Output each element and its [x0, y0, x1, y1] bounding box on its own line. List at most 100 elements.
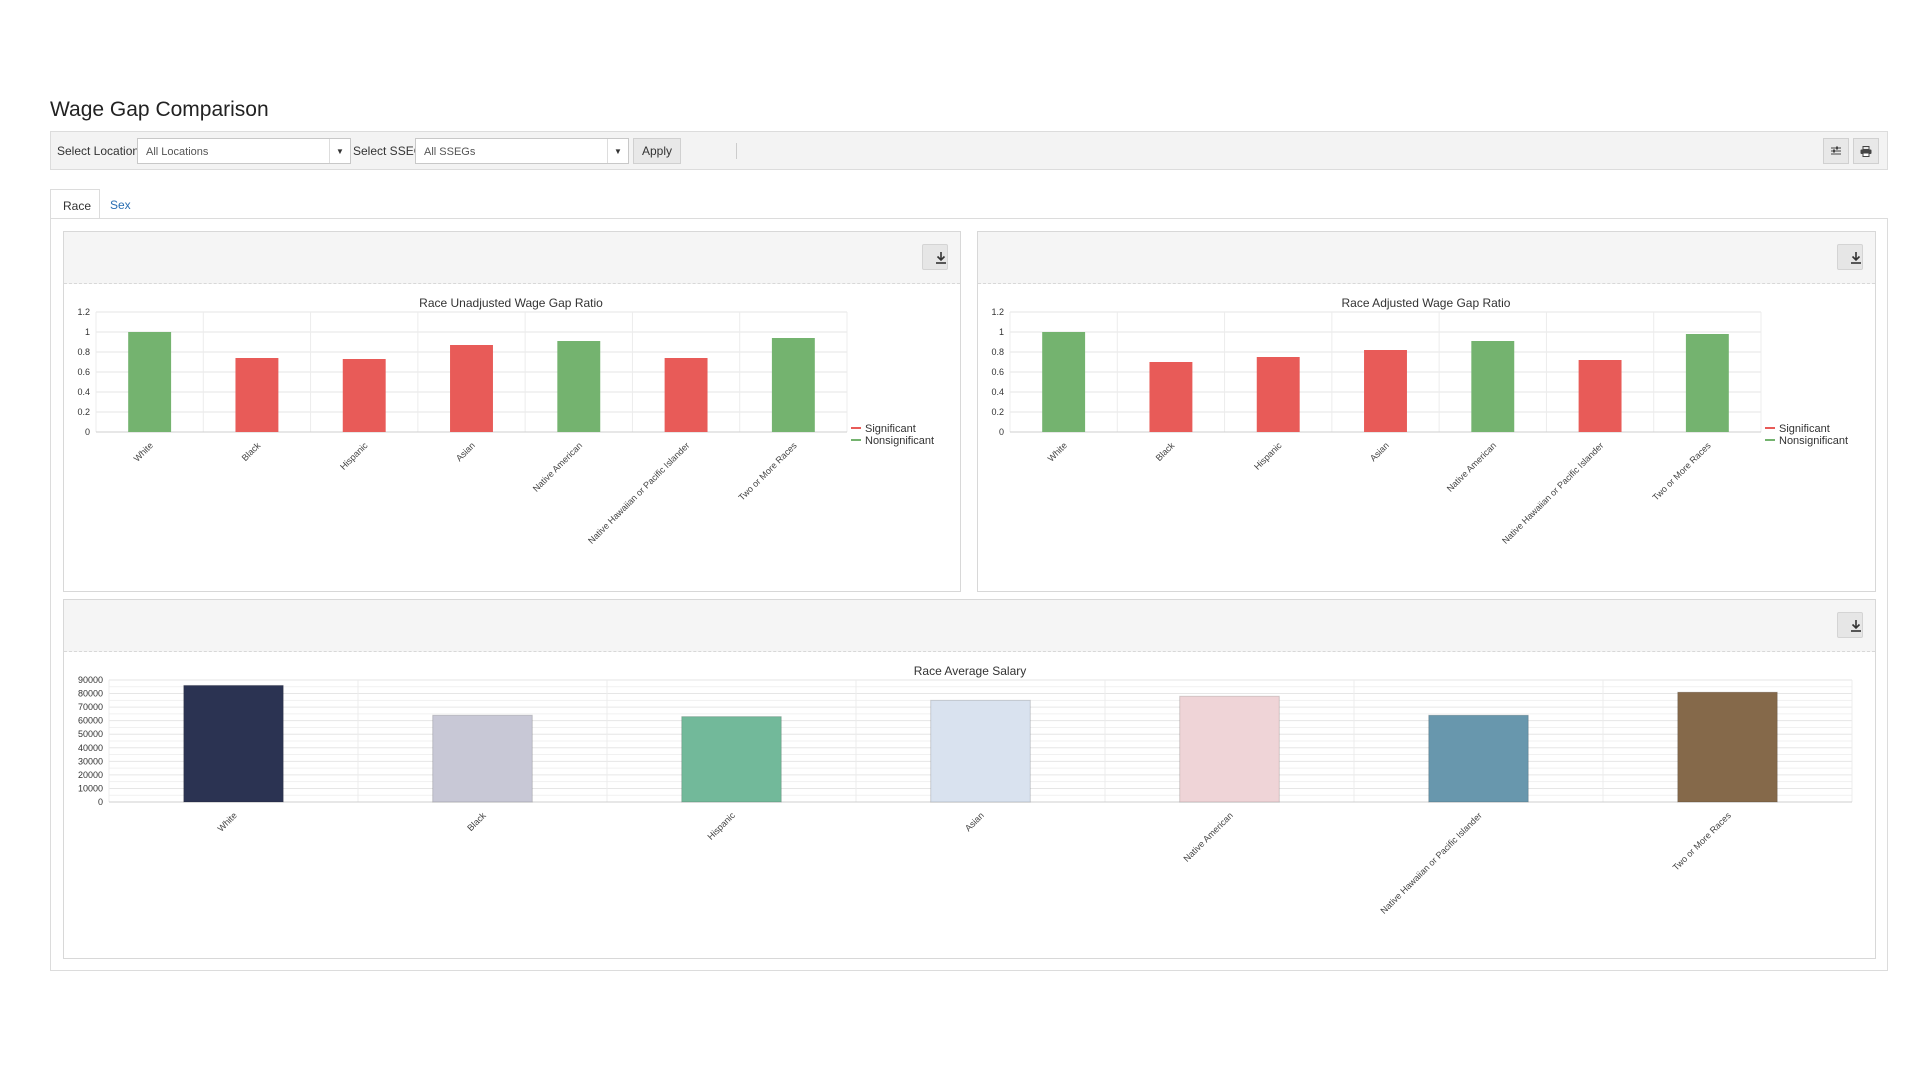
filter-settings-button[interactable]: [1823, 138, 1849, 164]
chart-title: Race Adjusted Wage Gap Ratio: [1342, 296, 1511, 310]
y-tick-label: 0.2: [991, 407, 1004, 417]
bar-two-or-more-races: [1677, 691, 1778, 803]
bar-two-or-more-races: [771, 338, 815, 432]
sseg-label: Select SSEG: [353, 144, 424, 158]
x-tick-label: Two or More Races: [737, 440, 800, 503]
bar-white: [183, 684, 284, 803]
y-tick-label: 40000: [78, 743, 103, 753]
bar-white: [1042, 332, 1086, 432]
y-tick-label: 0.6: [991, 367, 1004, 377]
legend-label: Nonsignificant: [1779, 435, 1848, 447]
tab-content: Race Unadjusted Wage Gap Ratio 0 0.2 0.4 0.6…: [50, 218, 1888, 971]
download-button[interactable]: [922, 244, 948, 270]
tab-sex-label: Sex: [110, 198, 131, 212]
unadjusted-wage-gap-chart: Race Unadjusted Wage Gap Ratio 0 0.2 0.4 0.6…: [77, 296, 934, 546]
y-tick-label: 0.8: [991, 347, 1004, 357]
y-tick-label: 10000: [78, 783, 103, 793]
download-icon: [936, 252, 946, 264]
x-tick-label: White: [132, 440, 155, 463]
print-button[interactable]: [1853, 138, 1879, 164]
y-tick-label: 60000: [78, 716, 103, 726]
apply-button[interactable]: Apply: [633, 138, 681, 164]
location-select-value: All Locations: [146, 146, 209, 158]
sseg-select-value: All SSEGs: [424, 146, 476, 158]
chevron-down-icon: ▼: [329, 139, 350, 163]
x-tick-label: Black: [240, 440, 263, 463]
y-tick-label: 0: [85, 427, 90, 437]
tab-sex[interactable]: Sex: [100, 189, 140, 219]
download-icon: [1851, 620, 1861, 632]
y-tick-label: 20000: [78, 770, 103, 780]
panel-header: [64, 232, 960, 284]
toolbar-divider: [736, 143, 737, 159]
x-tick-label: Asian: [963, 810, 986, 833]
download-icon: [1851, 252, 1861, 264]
y-tick-label: 1: [999, 327, 1004, 337]
chart-title: Race Average Salary: [914, 664, 1027, 678]
y-tick-label: 0.8: [77, 347, 90, 357]
bar-asian: [1364, 350, 1407, 432]
tab-race-label: Race: [63, 199, 92, 213]
download-button[interactable]: [1837, 244, 1863, 270]
print-icon: [1860, 145, 1872, 157]
average-salary-chart-panel: Race Average Salary 0 10000 20000 30000 40000…: [63, 599, 1876, 959]
legend-label: Significant: [1779, 423, 1830, 435]
panel-header: [978, 232, 1875, 284]
bar-asian: [450, 345, 493, 432]
tab-race[interactable]: Race: [50, 189, 100, 219]
bar-hispanic: [342, 359, 386, 432]
x-tick-label: Hispanic: [338, 440, 370, 472]
bar-native-hawaiian-or-pacific-islander: [664, 358, 708, 432]
x-tick-label: Native Hawaiian or Pacific Islander: [586, 440, 691, 545]
x-tick-label: White: [1046, 440, 1069, 463]
bar-black: [432, 714, 533, 803]
x-tick-label: Black: [1154, 440, 1177, 463]
x-tick-label: Two or More Races: [1671, 810, 1734, 873]
x-tick-label: Hispanic: [1252, 440, 1284, 472]
bar-black: [1149, 362, 1193, 432]
chevron-down-icon: ▼: [607, 139, 628, 163]
bar-native-american: [1471, 341, 1515, 432]
y-tick-label: 1: [85, 327, 90, 337]
y-tick-label: 80000: [78, 689, 103, 699]
chart-title: Race Unadjusted Wage Gap Ratio: [419, 296, 603, 310]
page-title: Wage Gap Comparison: [50, 98, 269, 121]
bar-hispanic: [681, 716, 782, 803]
x-tick-label: Black: [465, 810, 488, 833]
bar-asian: [930, 699, 1031, 803]
y-tick-label: 0: [98, 797, 103, 807]
x-tick-label: Two or More Races: [1651, 440, 1714, 503]
bar-white: [128, 332, 172, 432]
panel-header: [64, 600, 1875, 652]
bar-hispanic: [1256, 357, 1300, 432]
sseg-select[interactable]: All SSEGs ▼: [415, 138, 629, 164]
bar-two-or-more-races: [1685, 334, 1729, 432]
filter-toolbar: Select Location All Locations ▼ Select S…: [50, 131, 1888, 170]
x-tick-label: White: [216, 810, 239, 833]
x-tick-label: Asian: [1368, 440, 1391, 463]
x-tick-label: Native Hawaiian or Pacific Islander: [1500, 440, 1605, 545]
y-tick-label: 90000: [78, 675, 103, 685]
y-tick-label: 0: [999, 427, 1004, 437]
sliders-icon: [1831, 146, 1841, 155]
y-tick-label: 1.2: [991, 307, 1004, 317]
download-button[interactable]: [1837, 612, 1863, 638]
legend-label: Significant: [865, 423, 916, 435]
bar-native-american: [557, 341, 601, 432]
y-tick-label: 0.2: [77, 407, 90, 417]
average-salary-chart: Race Average Salary 0 10000 20000 30000 40000…: [78, 664, 1853, 916]
bar-native-hawaiian-or-pacific-islander: [1428, 714, 1529, 803]
location-select[interactable]: All Locations ▼: [137, 138, 351, 164]
bar-native-american: [1179, 695, 1280, 803]
x-tick-label: Native American: [531, 440, 584, 493]
y-tick-label: 0.4: [991, 387, 1004, 397]
unadjusted-chart-panel: Race Unadjusted Wage Gap Ratio 0 0.2 0.4 0.6…: [63, 231, 961, 592]
y-tick-label: 30000: [78, 756, 103, 766]
x-tick-label: Hispanic: [705, 810, 737, 842]
x-tick-label: Native American: [1182, 810, 1235, 863]
adjusted-chart-panel: Race Adjusted Wage Gap Ratio 0 0.2 0.4 0.6 0.…: [977, 231, 1876, 592]
location-label: Select Location: [57, 144, 140, 158]
x-tick-label: Native Hawaiian or Pacific Islander: [1379, 810, 1484, 915]
bar-black: [235, 358, 279, 432]
y-tick-label: 0.6: [77, 367, 90, 377]
